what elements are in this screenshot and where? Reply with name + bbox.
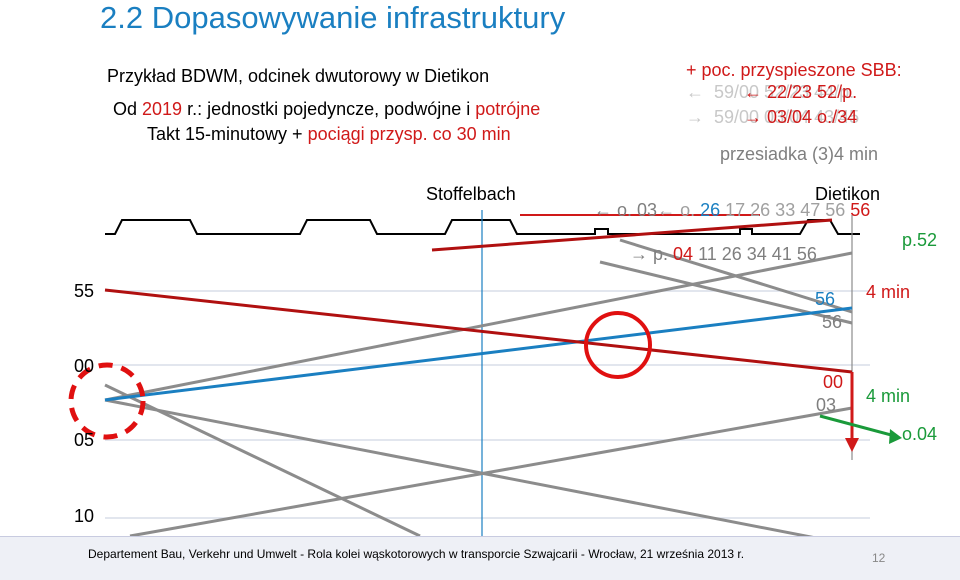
sbb-row1-main: ← 22/23 52/p. bbox=[744, 82, 858, 102]
station-stoffelbach: Stoffelbach bbox=[426, 184, 516, 204]
intro-line-2-mid: r.: jednostki pojedyncze, podwójne i bbox=[182, 99, 476, 119]
intro-year: 2019 bbox=[142, 99, 183, 119]
time-03-gray: 03 bbox=[816, 395, 837, 415]
train-line-green-out bbox=[819, 414, 896, 438]
footer-text: Departement Bau, Verkehr und Umwelt - Ro… bbox=[88, 547, 745, 561]
arrival-p52: p.52 bbox=[902, 230, 938, 250]
train-line-gray-3 bbox=[104, 398, 853, 547]
intro-line-3: Takt 15-minutowy + pociągi przysp. co 30… bbox=[147, 124, 511, 145]
intro-line-2: Od 2019 r.: jednostki pojedyncze, podwój… bbox=[113, 99, 540, 120]
arrow-head-red bbox=[845, 438, 859, 452]
station-dietikon: Dietikon bbox=[815, 184, 881, 204]
transfer-4min-bottom: 4 min bbox=[866, 386, 911, 406]
sbb-row1-ghost: ← 59/00 52/23 44/p. bbox=[686, 82, 855, 102]
time-56-blue: 56 bbox=[815, 289, 836, 309]
departure-o04: o.04 bbox=[902, 424, 938, 444]
departures-row: ← o. 03← o. 26 17 26 33 47 56 56 bbox=[594, 200, 871, 220]
intro-triple: potrójne bbox=[475, 99, 541, 119]
intro-line-1: Przykład BDWM, odcinek dwutorowy w Dieti… bbox=[107, 66, 490, 86]
time-label-05: 05 bbox=[74, 430, 95, 450]
footer-bar bbox=[0, 536, 960, 580]
transfer-time: przesiadka (3)4 min bbox=[720, 144, 879, 164]
intro-fast-trains: pociągi przysp. co 30 min bbox=[307, 124, 511, 144]
time-label-10: 10 bbox=[74, 506, 95, 526]
sbb-row2-main: → 03/04 o./34 bbox=[744, 107, 858, 127]
time-00-red: 00 bbox=[823, 372, 844, 392]
train-line-gray-2 bbox=[104, 251, 853, 402]
transfer-4min-top: 4 min bbox=[866, 282, 911, 302]
slide-title: 2.2 Dopasowywanie infrastruktury bbox=[100, 0, 566, 35]
time-label-55: 55 bbox=[74, 281, 95, 301]
crossing-circle-dashed bbox=[68, 362, 146, 440]
train-line-red-upper bbox=[431, 218, 833, 252]
intro-line-2-pre: Od bbox=[113, 99, 143, 119]
track-profile bbox=[105, 219, 860, 235]
arrivals-row: → p. 04 11 26 34 41 56 bbox=[630, 244, 817, 264]
intro-line-3-pre: Takt 15-minutowy + bbox=[147, 124, 308, 144]
slide-number: 12 bbox=[872, 551, 886, 565]
train-line-gray-4 bbox=[104, 383, 421, 538]
train-line-red-main bbox=[104, 288, 853, 374]
arrow-head-green bbox=[889, 429, 902, 444]
sbb-title: + poc. przyspieszone SBB: bbox=[686, 60, 902, 80]
train-line-gray-5 bbox=[129, 406, 853, 538]
time-56-gray: 56 bbox=[822, 312, 843, 332]
crossing-circle-solid bbox=[584, 311, 652, 379]
train-line-gray-6 bbox=[619, 238, 853, 314]
sbb-row2-ghost: → 59/00 03/04 43/45 bbox=[686, 107, 860, 127]
train-line-blue bbox=[104, 306, 853, 402]
time-label-00: 00 bbox=[74, 356, 95, 376]
